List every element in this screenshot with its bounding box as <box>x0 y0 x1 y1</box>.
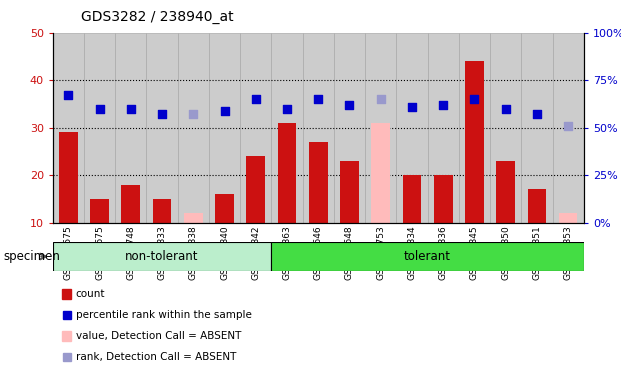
Text: count: count <box>76 289 106 299</box>
Bar <box>90 199 109 223</box>
Bar <box>365 33 396 223</box>
Point <box>501 106 510 112</box>
Point <box>282 106 292 112</box>
Bar <box>521 33 553 223</box>
Bar <box>309 142 328 223</box>
Bar <box>428 33 459 223</box>
Bar <box>340 161 359 223</box>
Bar <box>240 33 271 223</box>
Point <box>94 106 104 112</box>
Bar <box>209 33 240 223</box>
Bar <box>490 33 521 223</box>
Text: GDS3282 / 238940_at: GDS3282 / 238940_at <box>81 10 233 23</box>
Bar <box>122 185 140 223</box>
Point <box>63 92 73 98</box>
Bar <box>559 213 578 223</box>
Bar <box>178 33 209 223</box>
Point <box>532 111 542 118</box>
Bar <box>271 242 584 271</box>
Bar <box>334 33 365 223</box>
Bar <box>147 33 178 223</box>
Text: tolerant: tolerant <box>404 250 451 263</box>
Bar <box>247 156 265 223</box>
Point <box>469 96 479 102</box>
Bar <box>402 175 421 223</box>
Point <box>438 102 448 108</box>
Bar <box>53 242 271 271</box>
Bar <box>59 132 78 223</box>
Text: non-tolerant: non-tolerant <box>125 250 199 263</box>
Point <box>376 96 386 102</box>
Point <box>345 102 355 108</box>
Bar <box>496 161 515 223</box>
Point <box>407 104 417 110</box>
Bar <box>153 199 171 223</box>
Bar <box>184 213 202 223</box>
Bar <box>53 33 84 223</box>
Bar <box>302 33 334 223</box>
Point <box>314 96 324 102</box>
Bar <box>116 33 147 223</box>
Point <box>188 111 198 118</box>
Bar <box>371 123 390 223</box>
Text: rank, Detection Call = ABSENT: rank, Detection Call = ABSENT <box>76 352 236 362</box>
Bar <box>84 33 116 223</box>
Bar <box>527 189 546 223</box>
Point <box>220 108 230 114</box>
Bar <box>271 33 302 223</box>
Bar <box>215 194 234 223</box>
Point <box>563 123 573 129</box>
Text: specimen: specimen <box>3 250 60 263</box>
Bar <box>459 33 490 223</box>
Text: value, Detection Call = ABSENT: value, Detection Call = ABSENT <box>76 331 241 341</box>
Point <box>126 106 136 112</box>
Text: percentile rank within the sample: percentile rank within the sample <box>76 310 252 320</box>
Point <box>157 111 167 118</box>
Point <box>251 96 261 102</box>
Bar <box>434 175 453 223</box>
Bar <box>396 33 428 223</box>
Bar <box>278 123 296 223</box>
Bar <box>465 61 484 223</box>
Bar <box>553 33 584 223</box>
